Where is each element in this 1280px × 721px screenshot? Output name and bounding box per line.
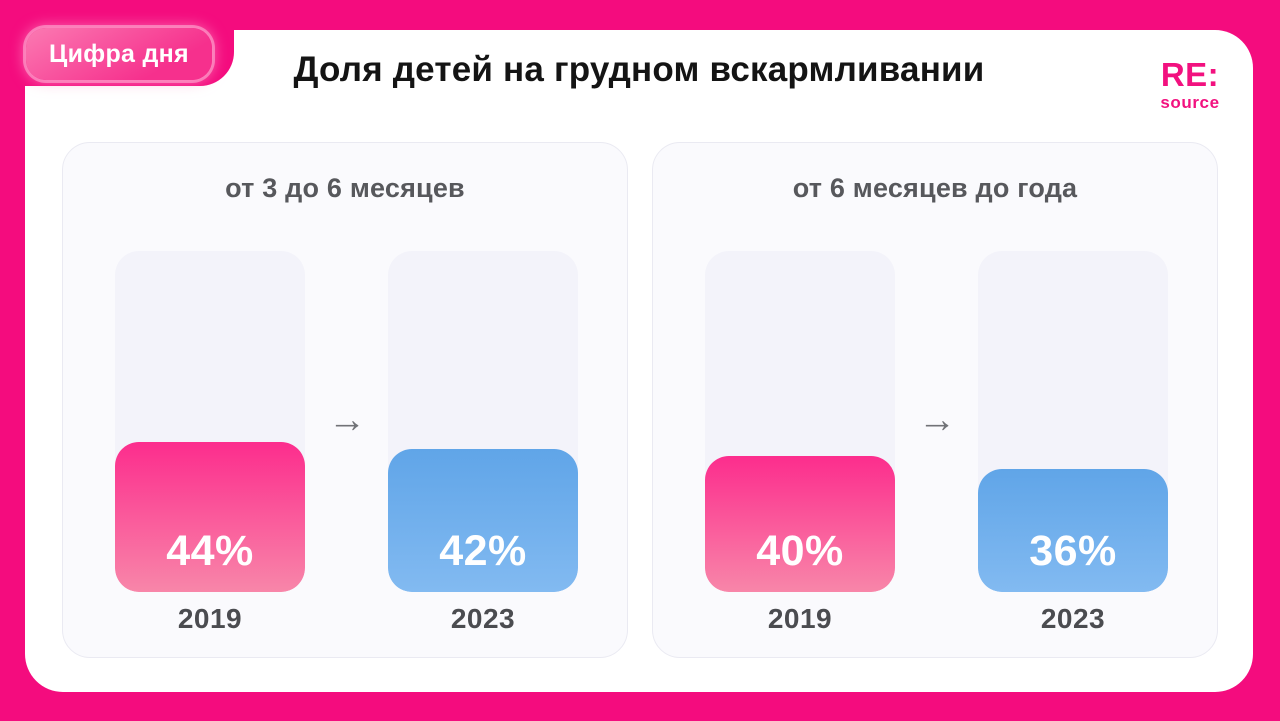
panel-3-to-6-months: от 3 до 6 месяцев 44% → 42% 2019 2023: [62, 142, 628, 658]
arrow-right-icon: →: [328, 399, 366, 441]
page-title: Доля детей на грудном вскармливании: [293, 50, 985, 89]
arrow-right-icon: →: [918, 399, 956, 441]
bar-value-label: 42%: [439, 527, 527, 575]
year-label-2019: 2019: [767, 603, 833, 634]
day-number-badge: Цифра дня: [26, 28, 212, 80]
year-label-2023: 2023: [450, 603, 516, 634]
bar-track-2023: 36%: [978, 251, 1168, 592]
year-label-2023: 2023: [1040, 603, 1106, 634]
bar-value-label: 44%: [166, 527, 254, 575]
year-label-2019: 2019: [177, 603, 243, 634]
bar-track-2019: 40%: [705, 251, 895, 592]
bar-track-2023: 42%: [388, 251, 578, 592]
bar-track-2019: 44%: [115, 251, 305, 592]
bar-2023: 42%: [388, 449, 578, 592]
panel-title: от 6 месяцев до года: [792, 173, 1078, 203]
bar-2019: 40%: [705, 456, 895, 592]
bar-2023: 36%: [978, 469, 1168, 592]
panel-title: от 3 до 6 месяцев: [225, 173, 465, 203]
logo-source-text: source: [1160, 93, 1220, 112]
bar-value-label: 40%: [756, 527, 844, 575]
logo-re-text: RE:: [1160, 56, 1220, 93]
bar-2019: 44%: [115, 442, 305, 592]
badge-label: Цифра дня: [49, 39, 189, 68]
resource-logo: RE: source: [1150, 58, 1230, 111]
bar-value-label: 36%: [1029, 527, 1117, 575]
panel-6-months-to-year: от 6 месяцев до года 40% → 36% 2019 2023: [652, 142, 1218, 658]
